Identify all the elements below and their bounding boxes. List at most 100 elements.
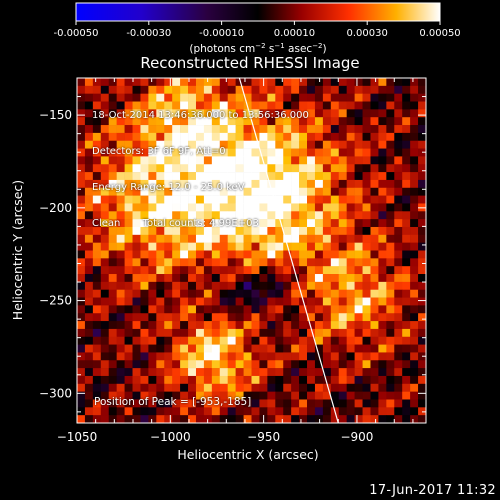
heatmap-cell [156, 289, 165, 298]
heatmap-cell [394, 101, 403, 110]
heatmap-cell [291, 375, 300, 385]
heatmap-cell [275, 266, 284, 275]
heatmap-cell [219, 132, 228, 142]
heatmap-cell [140, 203, 149, 212]
heatmap-cell [322, 321, 332, 330]
heatmap-cell [346, 250, 355, 259]
heatmap-cell [362, 219, 371, 228]
heatmap-cell [77, 297, 86, 306]
heatmap-cell [402, 399, 411, 408]
heatmap-cell [386, 352, 395, 361]
heatmap-cell [362, 78, 371, 87]
heatmap-cell [156, 375, 165, 385]
heatmap-cell [378, 132, 387, 142]
heatmap-cell [386, 226, 395, 236]
heatmap-cell [394, 125, 403, 134]
heatmap-cell [203, 164, 213, 173]
heatmap-cell [418, 211, 426, 220]
colorbar-ticks: -0.00050 -0.00030 -0.00010 0.00010 0.00030 0.… [54, 21, 461, 39]
heatmap-cell [100, 117, 110, 126]
heatmap-cell [195, 203, 205, 212]
heatmap-cell [378, 125, 387, 134]
annotation-block: 18-Oct-2014 13:46:36.000 to 13:56:36.000… [92, 86, 309, 242]
heatmap-cell [235, 407, 244, 416]
heatmap-cell [84, 321, 94, 330]
heatmap-cell [132, 407, 141, 416]
heatmap-cell [378, 407, 387, 416]
heatmap-cell [362, 187, 371, 196]
heatmap-cell [394, 156, 403, 165]
heatmap-cell [314, 242, 324, 251]
heatmap-cell [418, 187, 426, 196]
heatmap-cell [330, 203, 340, 212]
heatmap-cell [172, 266, 181, 275]
heatmap-cell [116, 352, 125, 361]
heatmap-cell [418, 281, 426, 290]
heatmap-cell [370, 85, 379, 94]
heatmap-cell [346, 297, 355, 306]
heatmap-cell [354, 250, 363, 259]
heatmap-cell [172, 172, 181, 181]
heatmap-cell [251, 219, 260, 228]
heatmap-cell [132, 281, 141, 290]
heatmap-cell [394, 93, 403, 102]
heatmap-cell [100, 234, 110, 243]
heatmap-cell [314, 297, 324, 306]
heatmap-cell [172, 360, 181, 369]
heatmap-cell [116, 85, 125, 94]
heatmap-cell [370, 148, 379, 157]
heatmap-cell [243, 187, 252, 196]
heatmap-cell [108, 328, 117, 338]
heatmap-cell [362, 172, 371, 181]
heatmap-cell [227, 85, 236, 94]
heatmap-cell [77, 164, 86, 173]
heatmap-cell [330, 164, 340, 173]
heatmap-cell [92, 219, 102, 228]
heatmap-cell [283, 274, 292, 283]
heatmap-cell [211, 274, 221, 283]
heatmap-cell [354, 132, 363, 142]
heatmap-cell [402, 375, 411, 385]
heatmap-cell [211, 226, 221, 236]
heatmap-cell [314, 399, 324, 408]
heatmap-cell [275, 399, 284, 408]
heatmap-cell [370, 328, 379, 338]
heatmap-cell [92, 289, 102, 298]
heatmap-cell [402, 360, 411, 369]
heatmap-cell [156, 219, 165, 228]
heatmap-cell [124, 211, 133, 220]
heatmap-cell [307, 297, 316, 306]
heatmap-cell [203, 352, 213, 361]
heatmap-cell [124, 117, 133, 126]
heatmap-cell [402, 305, 411, 314]
colorbar-tick-label: 0.00050 [419, 28, 460, 39]
heatmap-cell [235, 226, 244, 236]
heatmap-cell [362, 313, 371, 322]
heatmap-cell [275, 289, 284, 298]
heatmap-cell [322, 156, 332, 165]
heatmap-cell [299, 399, 308, 408]
heatmap-cell [307, 281, 316, 290]
heatmap-cell [84, 266, 94, 275]
heatmap-cell [346, 375, 355, 385]
heatmap-cell [219, 407, 228, 416]
heatmap-cell [322, 140, 332, 149]
heatmap-cell [378, 274, 387, 283]
heatmap-cell [132, 187, 141, 196]
colorbar: -0.00050 -0.00030 -0.00010 0.00010 0.00030 0.… [54, 2, 461, 55]
heatmap-cell [330, 156, 340, 165]
heatmap-cell [156, 399, 165, 408]
heatmap-cell [235, 78, 244, 87]
heatmap-cell [402, 258, 411, 267]
heatmap-cell [299, 415, 308, 423]
heatmap-cell [84, 140, 94, 149]
heatmap-cell [211, 383, 221, 392]
heatmap-cell [108, 415, 117, 423]
heatmap-cell [307, 234, 316, 243]
heatmap-cell [211, 78, 221, 87]
heatmap-cell [259, 328, 268, 338]
heatmap-cell [172, 195, 181, 204]
heatmap-cell [394, 305, 403, 314]
heatmap-cell [235, 179, 244, 189]
heatmap-cell [243, 93, 252, 102]
